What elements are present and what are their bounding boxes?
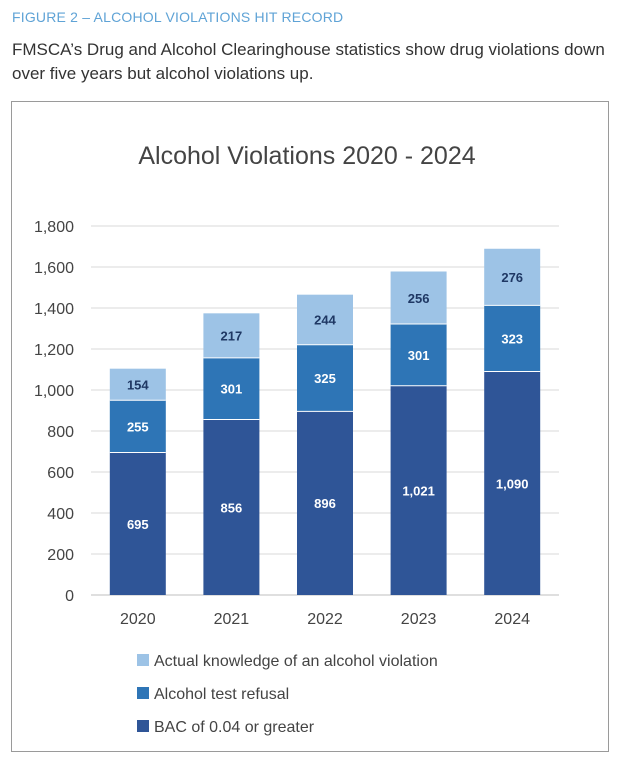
bar-segment bbox=[390, 323, 447, 386]
x-tick-label: 2021 bbox=[214, 611, 250, 628]
bar-segment bbox=[297, 294, 353, 345]
bar-segment bbox=[109, 400, 166, 453]
y-tick-label: 0 bbox=[65, 588, 74, 605]
bar-segment bbox=[109, 368, 166, 401]
legend-label: BAC of 0.04 or greater bbox=[154, 719, 315, 736]
bar-segment bbox=[109, 452, 166, 595]
data-label: 255 bbox=[127, 419, 149, 434]
data-label: 154 bbox=[127, 377, 149, 392]
bar-segment bbox=[390, 385, 447, 595]
bar-segment bbox=[203, 313, 260, 358]
data-label: 325 bbox=[314, 371, 336, 386]
legend-label: Alcohol test refusal bbox=[154, 686, 289, 703]
bar-segment bbox=[484, 371, 541, 595]
data-label: 896 bbox=[314, 496, 336, 511]
y-tick-label: 1,800 bbox=[34, 219, 74, 236]
chart-title: Alcohol Violations 2020 - 2024 bbox=[138, 142, 475, 170]
bar-segment bbox=[297, 411, 353, 595]
data-label: 856 bbox=[221, 500, 243, 515]
bar-segment bbox=[484, 305, 541, 372]
x-tick-label: 2023 bbox=[401, 611, 437, 628]
bar-segment bbox=[297, 344, 353, 412]
y-axis-ticks: 0 200 400 600 800 1,000 1,200 1,400 1,600 1,800 bbox=[34, 219, 74, 605]
y-tick-label: 1,400 bbox=[34, 301, 74, 318]
y-tick-label: 200 bbox=[47, 547, 74, 564]
data-label: 1,090 bbox=[496, 476, 529, 491]
data-label: 276 bbox=[501, 270, 523, 285]
figure-label: FIGURE 2 – ALCOHOL VIOLATIONS HIT RECORD bbox=[12, 9, 344, 25]
legend-label: Actual knowledge of an alcohol violation bbox=[154, 653, 438, 670]
data-label: 301 bbox=[408, 348, 430, 363]
bar-segment bbox=[390, 271, 447, 324]
chart-frame bbox=[11, 101, 609, 752]
x-axis-ticks: 2020 2021 2022 2023 2024 bbox=[120, 611, 530, 628]
bar-segment bbox=[203, 357, 260, 420]
data-label: 256 bbox=[408, 291, 430, 306]
x-tick-label: 2024 bbox=[494, 611, 530, 628]
data-label: 695 bbox=[127, 517, 149, 532]
data-label: 1,021 bbox=[402, 483, 435, 498]
y-tick-label: 800 bbox=[47, 424, 74, 441]
legend-swatch bbox=[137, 687, 149, 699]
legend: Actual knowledge of an alcohol violation… bbox=[137, 653, 438, 736]
bars: 695 255 154 856 301 217 896 325 244 1,021 301 256 1,… bbox=[109, 248, 541, 595]
y-tick-label: 600 bbox=[47, 465, 74, 482]
legend-swatch bbox=[137, 654, 149, 666]
data-label: 217 bbox=[221, 329, 243, 344]
y-tick-label: 1,000 bbox=[34, 383, 74, 400]
x-tick-label: 2022 bbox=[307, 611, 343, 628]
bar-segment bbox=[203, 419, 260, 595]
y-tick-label: 400 bbox=[47, 506, 74, 523]
y-tick-label: 1,200 bbox=[34, 342, 74, 359]
legend-swatch bbox=[137, 720, 149, 732]
data-label: 301 bbox=[221, 382, 243, 397]
x-tick-label: 2020 bbox=[120, 611, 156, 628]
data-label: 244 bbox=[314, 313, 336, 328]
bar-segment bbox=[484, 248, 541, 306]
y-tick-label: 1,600 bbox=[34, 260, 74, 277]
figure-caption: FMSCA’s Drug and Alcohol Clearinghouse s… bbox=[12, 40, 605, 83]
data-label: 323 bbox=[501, 331, 523, 346]
